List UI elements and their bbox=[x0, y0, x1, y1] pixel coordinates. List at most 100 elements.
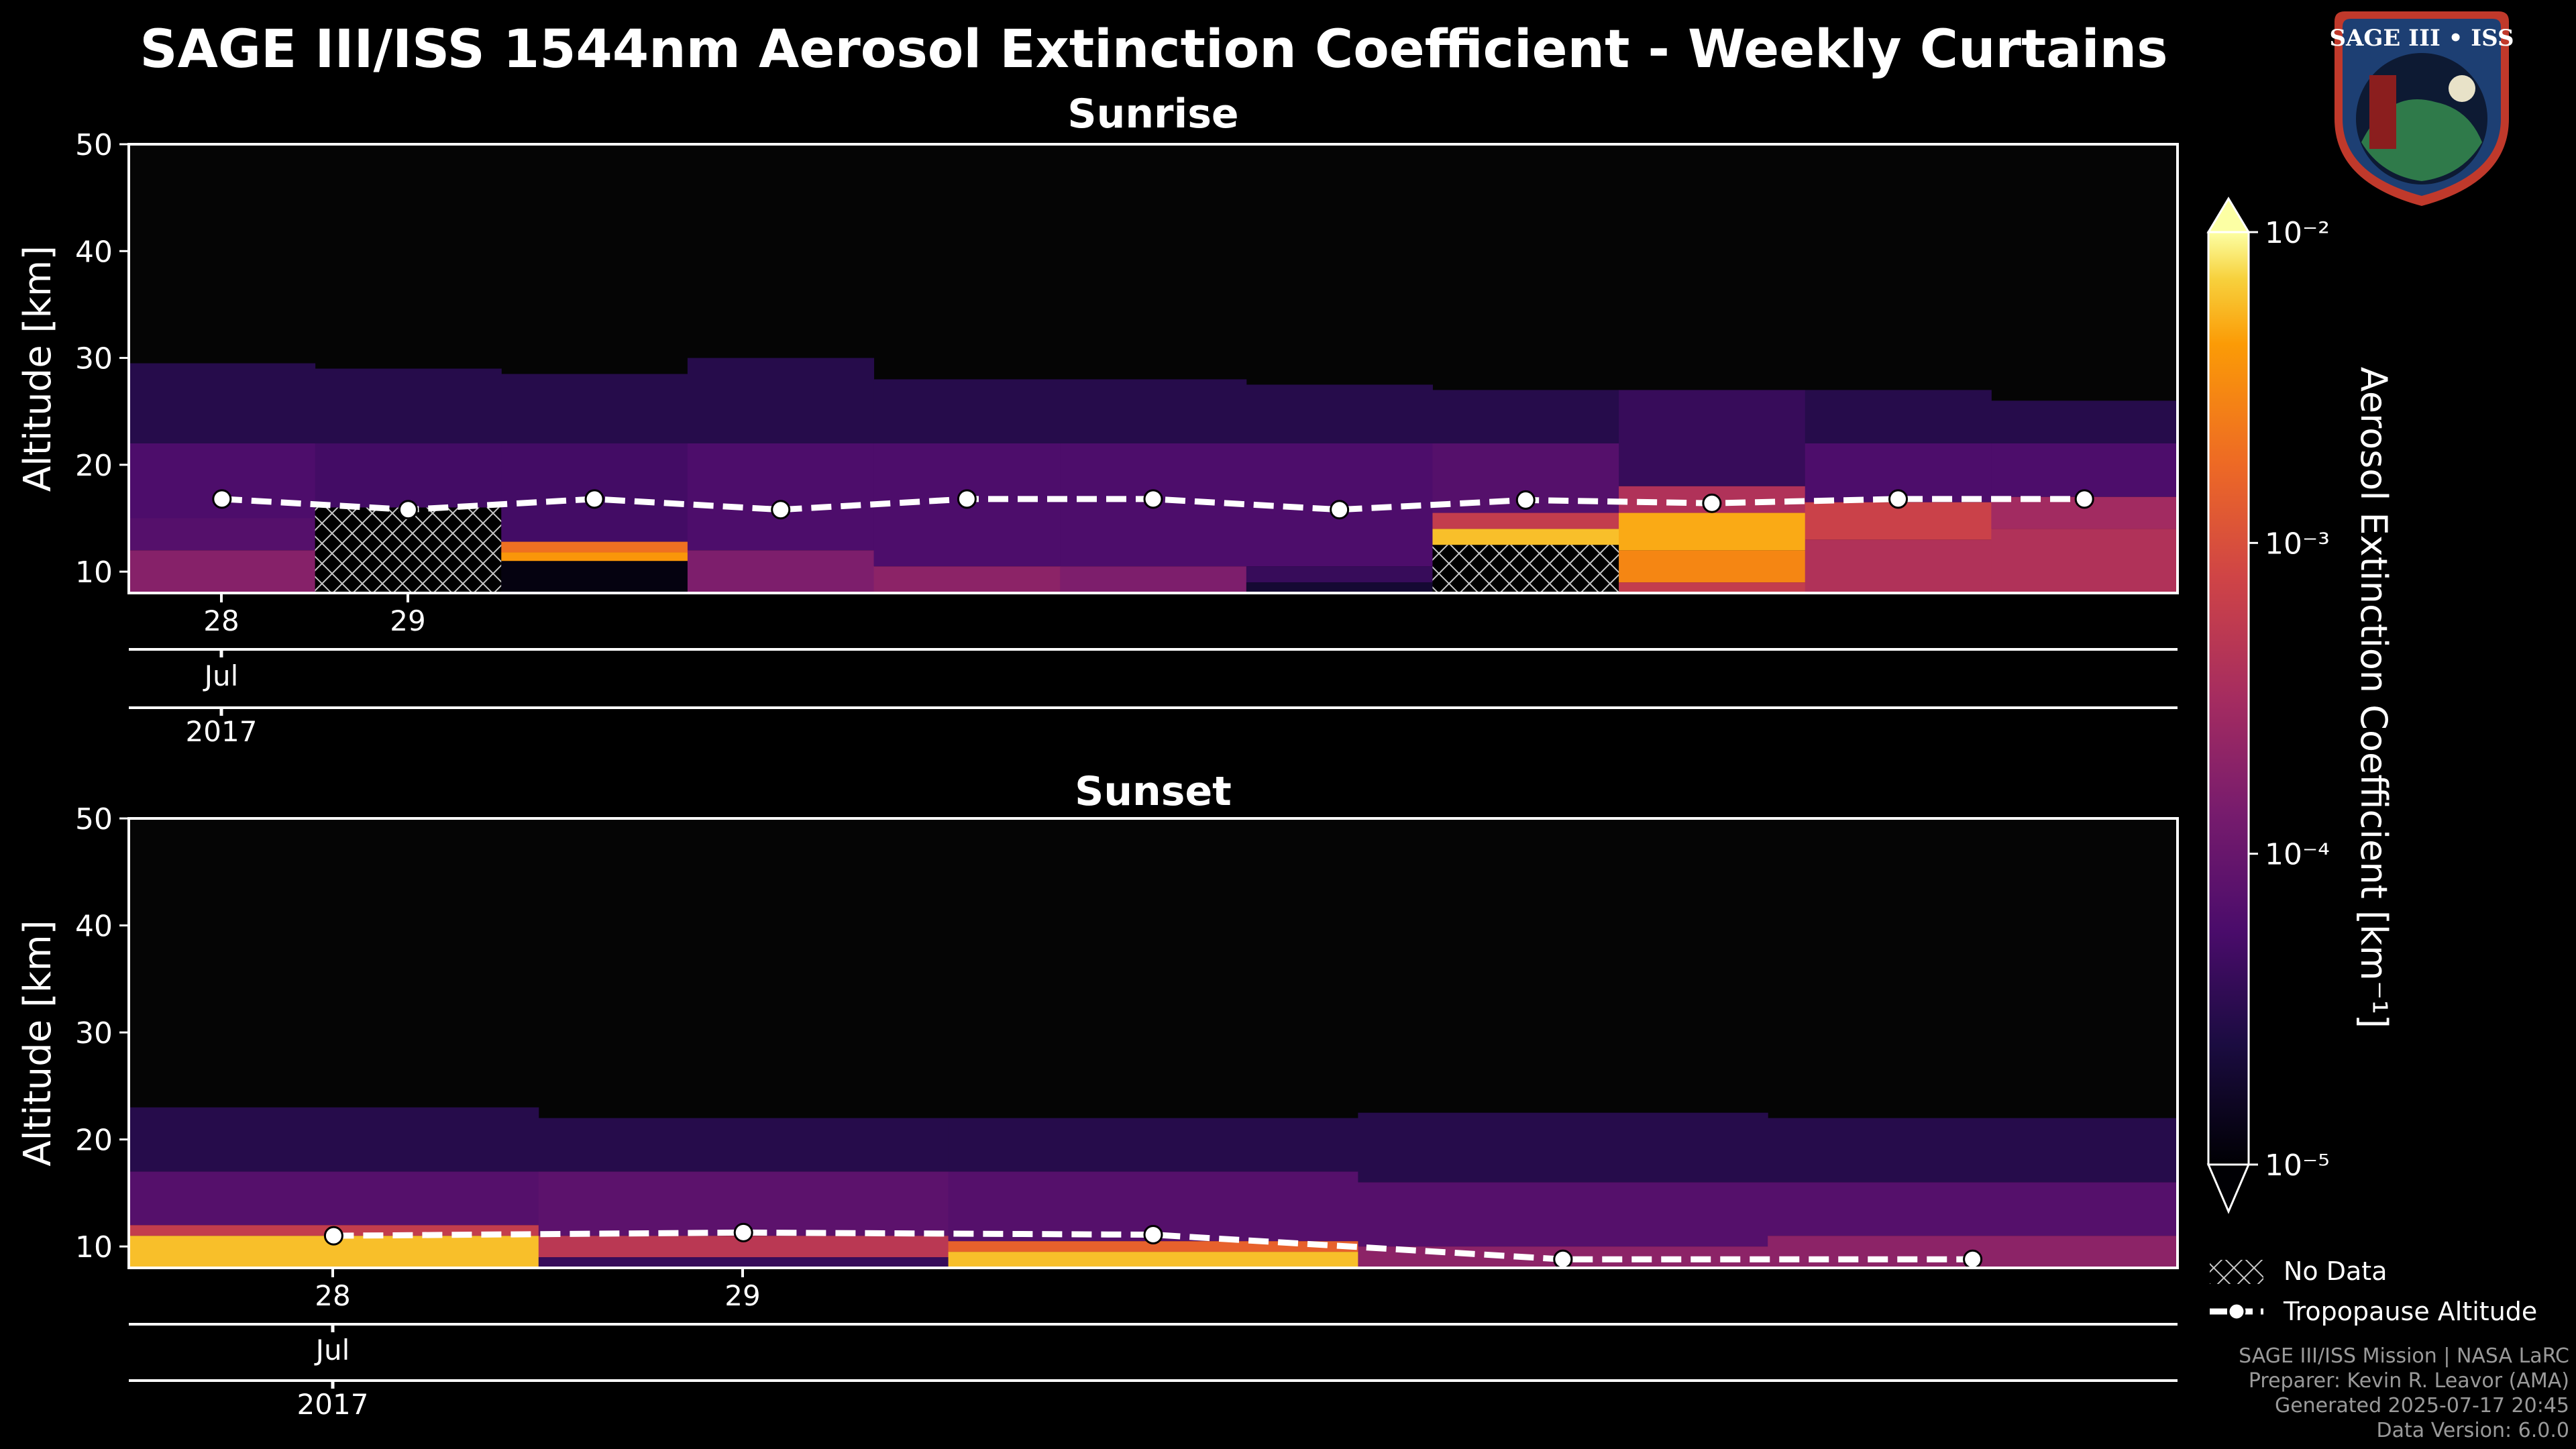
x-tick-day: 28 bbox=[315, 1279, 350, 1312]
colorbar-extend-top bbox=[2206, 197, 2251, 233]
legend-tropopause-label: Tropopause Altitude bbox=[2283, 1297, 2537, 1326]
footer-line-4: Data Version: 6.0.0 bbox=[2376, 1419, 2569, 1442]
x-tick-month: Jul bbox=[203, 659, 239, 692]
curtain-cell bbox=[501, 561, 688, 593]
sunrise-panel: 10 20 30 40 50 Altitude [km] Sunrise 28 29 Jul 201… bbox=[16, 91, 2179, 748]
curtain-cell bbox=[687, 550, 875, 593]
tropopause-marker bbox=[957, 489, 977, 509]
y-tick-label: 50 bbox=[75, 128, 113, 162]
curtain-cell bbox=[1358, 1112, 1768, 1183]
curtain-cell bbox=[687, 358, 875, 443]
tropopause-marker bbox=[733, 1222, 753, 1242]
curtain-cell bbox=[873, 566, 1061, 593]
colorbar-extend-bottom bbox=[2206, 1163, 2251, 1214]
tropopause-marker bbox=[1515, 490, 1536, 510]
curtain-cell bbox=[1619, 513, 1806, 551]
legend-tropopause-marker bbox=[2227, 1302, 2246, 1321]
y-tick-label: 30 bbox=[75, 1016, 113, 1051]
x-tick-year: 2017 bbox=[186, 715, 258, 748]
curtain-cell bbox=[129, 1107, 539, 1172]
logo-top-text: SAGE III • ISS bbox=[2329, 25, 2514, 52]
plot-frame bbox=[127, 143, 2179, 594]
curtain-cell bbox=[873, 379, 1061, 443]
y-axis-label: Altitude [km] bbox=[16, 246, 60, 492]
curtain-cell bbox=[1432, 390, 1619, 443]
curtain-cell bbox=[1991, 400, 2178, 443]
sage-mission-logo: SAGE III • ISS bbox=[2329, 11, 2514, 206]
figure-title: SAGE III/ISS 1544nm Aerosol Extinction C… bbox=[140, 19, 2167, 80]
no-data-cell bbox=[1432, 545, 1619, 593]
y-tick-label: 10 bbox=[75, 1230, 113, 1265]
x-tick-day: 29 bbox=[390, 604, 425, 637]
panel-title: Sunset bbox=[1075, 768, 1232, 815]
sunset-panel: 10 20 30 40 50 Altitude [km] Sunset 28 29 Jul 2017 bbox=[16, 768, 2179, 1421]
colorbar-tick-label: 10⁻⁵ bbox=[2265, 1148, 2330, 1183]
curtain-cell bbox=[1768, 1182, 2178, 1236]
tropopause-marker bbox=[398, 500, 418, 520]
tropopause-line bbox=[333, 1229, 1973, 1263]
colorbar: 10⁻² 10⁻³ 10⁻⁴ 10⁻⁵ Aerosol Extinction Coef… bbox=[2206, 197, 2395, 1214]
x-tick-year: 2017 bbox=[297, 1388, 369, 1421]
curtain-cell bbox=[1246, 566, 1433, 583]
curtain-cell bbox=[948, 1252, 1358, 1268]
tropopause-marker bbox=[1702, 493, 1722, 513]
tropopause-marker bbox=[2074, 489, 2094, 509]
curtain-cell bbox=[315, 443, 502, 508]
colorbar-tick-label: 10⁻² bbox=[2265, 216, 2330, 250]
curtain-cell bbox=[1805, 390, 1992, 443]
tropopause-marker bbox=[1330, 500, 1350, 520]
colorbar-tick-label: 10⁻³ bbox=[2265, 527, 2330, 561]
y-axis-label: Altitude [km] bbox=[16, 920, 60, 1166]
curtain-cell bbox=[501, 552, 688, 561]
curtain-cell bbox=[129, 518, 316, 551]
curtain-cell bbox=[1768, 1118, 2178, 1183]
footer-line-1: SAGE III/ISS Mission | NASA LaRC bbox=[2239, 1344, 2569, 1368]
curtain-cell bbox=[948, 1118, 1358, 1172]
colorbar-gradient bbox=[2207, 231, 2250, 1166]
tropopause-marker bbox=[1963, 1249, 1983, 1269]
tropopause-marker bbox=[1888, 489, 1909, 509]
curtain-cell bbox=[1060, 566, 1247, 593]
y-tick-label: 10 bbox=[75, 555, 113, 590]
y-tick-label: 40 bbox=[75, 910, 113, 944]
tropopause-marker bbox=[771, 500, 791, 520]
x-tick-day: 28 bbox=[203, 604, 239, 637]
plot-frame bbox=[127, 817, 2179, 1269]
curtain-cell bbox=[1060, 379, 1247, 443]
curtain-cell bbox=[1432, 513, 1619, 529]
curtain-cell bbox=[538, 1257, 949, 1268]
tropopause-marker bbox=[1143, 1225, 1163, 1245]
curtain-cell bbox=[1619, 550, 1806, 583]
curtain-cell bbox=[129, 363, 316, 443]
y-tick-label: 40 bbox=[75, 235, 113, 269]
footer-line-3: Generated 2025-07-17 20:45 bbox=[2274, 1394, 2569, 1417]
curtain-cell bbox=[129, 550, 316, 593]
curtain-cell bbox=[538, 1118, 949, 1172]
curtain-cell bbox=[315, 368, 502, 443]
x-tick-day: 29 bbox=[724, 1279, 760, 1312]
curtain-cell bbox=[1246, 384, 1433, 443]
curtain-cell bbox=[687, 443, 875, 551]
curtain-cell bbox=[1619, 390, 1806, 486]
tropopause-marker bbox=[584, 489, 604, 509]
tropopause-marker bbox=[1143, 489, 1163, 509]
tropopause-marker bbox=[1553, 1249, 1573, 1269]
tropopause-marker bbox=[212, 489, 232, 509]
curtain-cell bbox=[1358, 1182, 1768, 1247]
x-tick-month: Jul bbox=[314, 1334, 350, 1366]
legend-no-data-label: No Data bbox=[2284, 1256, 2387, 1286]
no-data-cell bbox=[315, 507, 502, 593]
curtain-cell bbox=[1246, 582, 1433, 593]
footer-line-2: Preparer: Kevin R. Leavor (AMA) bbox=[2248, 1369, 2569, 1393]
curtain-cell bbox=[1619, 582, 1806, 593]
colorbar-label: Aerosol Extinction Coefficient [km⁻¹] bbox=[2353, 367, 2395, 1028]
curtain-cell bbox=[501, 541, 688, 553]
y-tick-label: 20 bbox=[75, 449, 113, 483]
legend: No Data Tropopause Altitude bbox=[2210, 1256, 2537, 1326]
tropopause-marker bbox=[323, 1226, 343, 1246]
curtain-cell bbox=[1432, 529, 1619, 545]
panel-title: Sunrise bbox=[1067, 91, 1238, 138]
colorbar-tick-label: 10⁻⁴ bbox=[2265, 838, 2330, 872]
footer-credits: SAGE III/ISS Mission | NASA LaRC Prepare… bbox=[2239, 1344, 2569, 1443]
